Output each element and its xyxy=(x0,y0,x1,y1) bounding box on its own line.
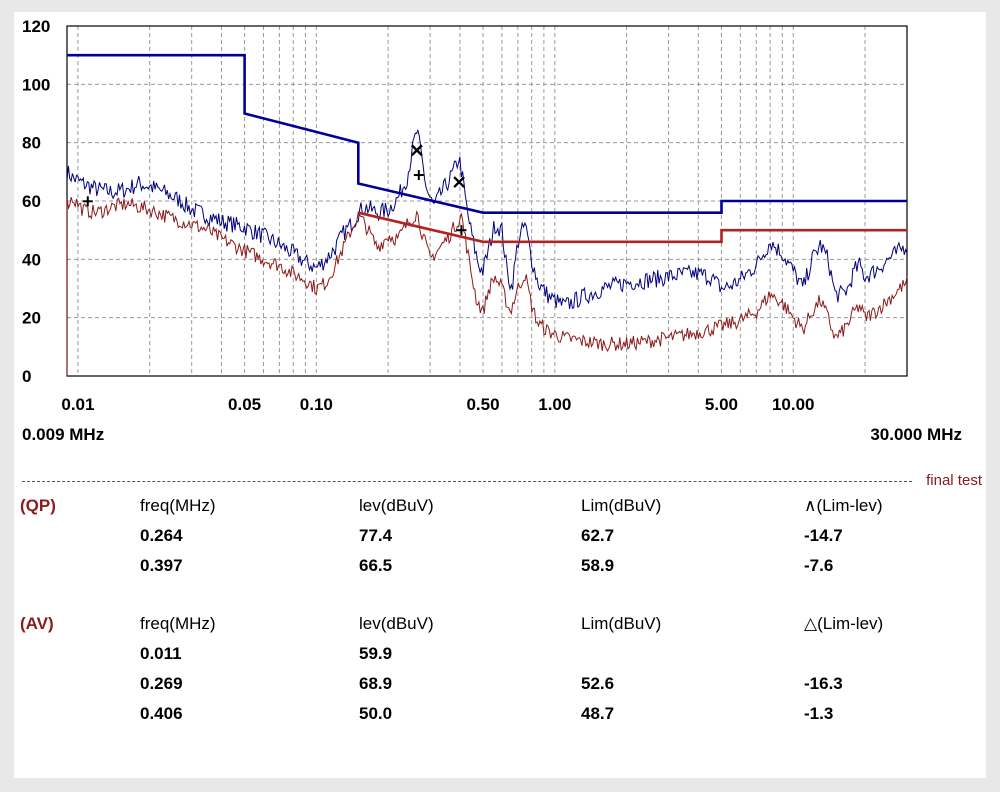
av-level: 59.9 xyxy=(359,644,393,663)
marker-stroke xyxy=(411,144,423,157)
av-limit: 52.6 xyxy=(581,674,615,693)
av-label: (AV) xyxy=(20,614,54,633)
av-peak-marker xyxy=(413,170,424,181)
av-header-margin: △(Lim-lev) xyxy=(804,614,884,633)
marker-stroke xyxy=(453,176,465,188)
av-header-limit: Lim(dBuV) xyxy=(581,614,662,633)
qp-freq: 0.264 xyxy=(140,526,183,545)
av-header-row: (AV) freq(MHz) lev(dBuV) Lim(dBuV) △(Lim… xyxy=(14,614,986,644)
y-tick-label: 80 xyxy=(22,134,41,153)
qp-level: 66.5 xyxy=(359,556,393,575)
y-tick-label: 100 xyxy=(22,75,50,94)
y-tick-label: 40 xyxy=(22,250,41,269)
qp-peak-marker xyxy=(453,176,465,188)
x-tick-label: 0.10 xyxy=(300,395,333,414)
y-tick-label: 20 xyxy=(22,309,41,328)
av-limit: 48.7 xyxy=(581,704,615,723)
qp-limit: 58.9 xyxy=(581,556,615,575)
av-level: 50.0 xyxy=(359,704,393,723)
av-margin: -16.3 xyxy=(804,674,843,693)
label-layer: 0 20 40 60 80 100 120 0.01 0.05 0.10 0.50 1.00 5.00 1… xyxy=(22,17,962,444)
x-tick-label: 0.01 xyxy=(61,395,94,414)
av-limit-line xyxy=(358,211,907,244)
x-tick-label: 5.00 xyxy=(705,395,738,414)
qp-margin: -7.6 xyxy=(804,556,834,575)
av-header-level: lev(dBuV) xyxy=(359,614,434,633)
av-peak-marker xyxy=(82,196,93,207)
qp-limit: 62.7 xyxy=(581,526,615,545)
x-range-start-label: 0.009 MHz xyxy=(22,425,104,444)
qp-header-row: (QP) freq(MHz) lev(dBuV) Lim(dBuV) ∧(Lim… xyxy=(14,496,986,526)
av-freq: 0.406 xyxy=(140,704,183,723)
qp-header-limit: Lim(dBuV) xyxy=(581,496,662,515)
qp-level: 77.4 xyxy=(359,526,393,545)
qp-results-table: (QP) freq(MHz) lev(dBuV) Lim(dBuV) ∧(Lim… xyxy=(14,496,986,586)
qp-header-margin: ∧(Lim-lev) xyxy=(804,496,883,515)
x-tick-label: 10.00 xyxy=(772,395,815,414)
y-tick-label: 60 xyxy=(22,192,41,211)
qp-peak-marker xyxy=(411,144,423,157)
table-row: 0.269 68.9 52.6 -16.3 xyxy=(14,674,986,704)
x-tick-label: 0.50 xyxy=(466,395,499,414)
divider-line xyxy=(22,481,912,482)
qp-header-level: lev(dBuV) xyxy=(359,496,434,515)
emission-chart: 0 20 40 60 80 100 120 0.01 0.05 0.10 0.50 1.00 5.00 1… xyxy=(22,17,962,444)
final-test-annotation: final test xyxy=(922,472,982,489)
table-row: 0.406 50.0 48.7 -1.3 xyxy=(14,704,986,734)
x-tick-label: 0.05 xyxy=(228,395,261,414)
av-header-freq: freq(MHz) xyxy=(140,614,216,633)
av-freq: 0.269 xyxy=(140,674,183,693)
qp-margin: -14.7 xyxy=(804,526,843,545)
qp-freq: 0.397 xyxy=(140,556,183,575)
report-panel: 0 20 40 60 80 100 120 0.01 0.05 0.10 0.50 1.00 5.00 1… xyxy=(14,12,986,778)
x-range-end-label: 30.000 MHz xyxy=(870,425,962,444)
y-tick-label: 120 xyxy=(22,17,50,36)
av-freq: 0.011 xyxy=(140,644,182,663)
table-row: 0.011 59.9 xyxy=(14,644,986,674)
av-results-table: (AV) freq(MHz) lev(dBuV) Lim(dBuV) △(Lim… xyxy=(14,614,986,734)
av-level: 68.9 xyxy=(359,674,393,693)
av-margin: -1.3 xyxy=(804,704,834,723)
table-row: 0.264 77.4 62.7 -14.7 xyxy=(14,526,986,556)
qp-header-freq: freq(MHz) xyxy=(140,496,216,515)
marker-layer xyxy=(82,144,467,236)
series-layer xyxy=(66,53,908,377)
qp-limit-line xyxy=(67,53,907,214)
y-tick-label: 0 xyxy=(22,367,31,386)
av-peak-marker xyxy=(456,225,467,236)
qp-label: (QP) xyxy=(20,496,56,515)
table-row: 0.397 66.5 58.9 -7.6 xyxy=(14,556,986,586)
qp-spectrum-trace xyxy=(66,128,908,309)
x-tick-label: 1.00 xyxy=(538,395,571,414)
av-spectrum-trace xyxy=(66,197,908,377)
